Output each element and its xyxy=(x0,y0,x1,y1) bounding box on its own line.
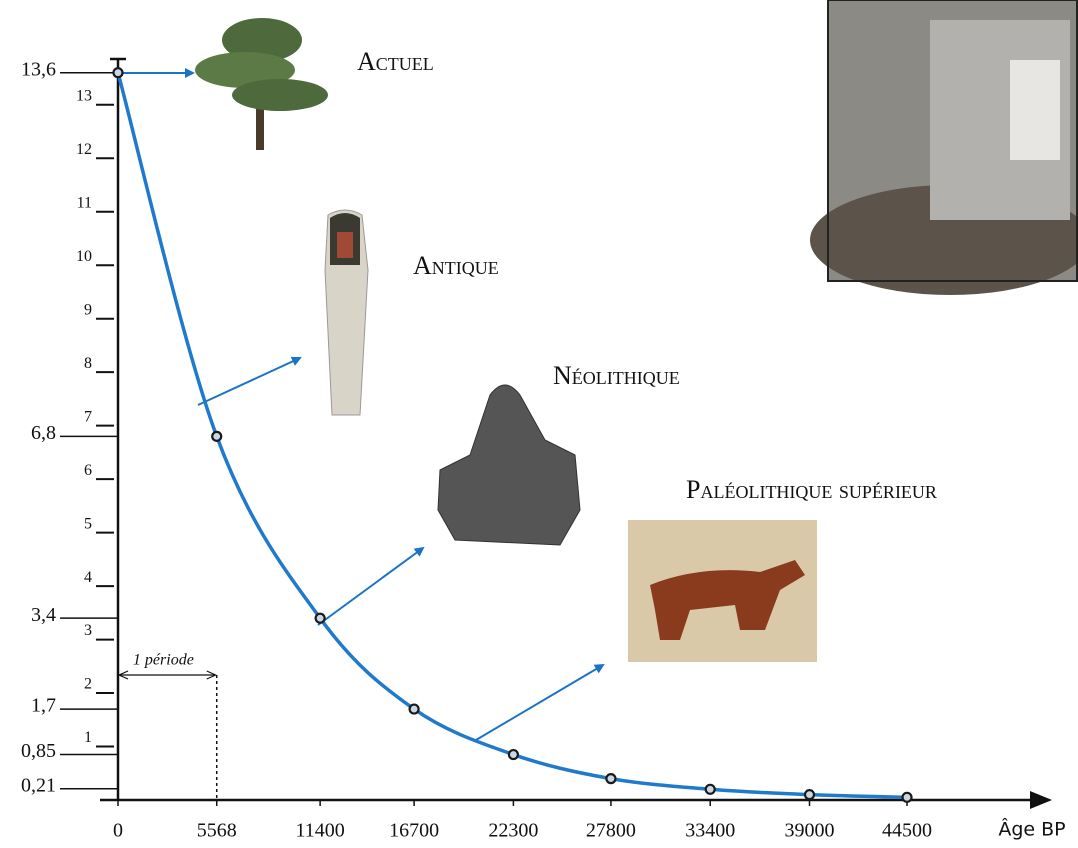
x-axis-arrow xyxy=(1030,791,1052,809)
x-tick-label: 39000 xyxy=(785,820,835,842)
era-label: Paléolithique supérieur xyxy=(686,475,937,504)
x-tick-label: 5568 xyxy=(197,820,237,842)
data-point xyxy=(903,793,912,802)
y-tick-label: 3 xyxy=(84,622,92,639)
data-point xyxy=(212,432,221,441)
y-tick-label: 8 xyxy=(84,355,92,372)
x-tick-label: 27800 xyxy=(586,820,636,842)
x-tick-label: 33400 xyxy=(685,820,735,842)
x-tick-label: 22300 xyxy=(488,820,538,842)
y-tick-label: 6 xyxy=(84,462,92,479)
y-tick-label: 5 xyxy=(84,515,92,532)
era-label: Néolithique xyxy=(553,361,680,390)
y-major-tick-label: 0,21 xyxy=(21,774,56,796)
y-tick-label: 13 xyxy=(76,87,92,104)
x-tick-label: 0 xyxy=(113,820,123,842)
y-major-tick-label: 3,4 xyxy=(31,604,56,626)
data-point xyxy=(805,790,814,799)
data-point xyxy=(606,774,615,783)
data-point xyxy=(114,68,123,77)
x-tick-label: 11400 xyxy=(295,820,344,842)
y-major-tick-label: 0,85 xyxy=(21,740,56,762)
y-tick-label: 7 xyxy=(84,408,92,425)
figurine-image xyxy=(438,385,580,545)
y-tick-label: 11 xyxy=(77,194,92,211)
y-major-tick-label: 1,7 xyxy=(31,695,56,717)
y-major-tick-label: 13,6 xyxy=(21,58,56,80)
sarcophagus-image xyxy=(325,210,368,415)
data-point xyxy=(509,750,518,759)
y-tick-label: 12 xyxy=(76,141,92,158)
cave-painting-image xyxy=(628,520,817,662)
y-tick-label: 1 xyxy=(84,729,92,746)
chart: Âge BP1234567891011121313,66,83,41,70,85… xyxy=(0,0,1078,848)
y-tick-label: 2 xyxy=(84,676,92,693)
era-label: Antique xyxy=(413,251,499,280)
pointer-arrows xyxy=(122,73,603,740)
period-label: 1 période xyxy=(133,652,194,669)
data-point xyxy=(410,705,419,714)
data-point xyxy=(316,614,325,623)
x-tick-label: 44500 xyxy=(882,820,932,842)
x-axis-label: Âge BP xyxy=(998,818,1065,841)
y-tick-label: 9 xyxy=(84,301,92,318)
y-major-tick-label: 6,8 xyxy=(31,422,56,444)
tree-image xyxy=(195,18,328,150)
era-label: Actuel xyxy=(357,47,434,76)
y-tick-label: 4 xyxy=(84,569,92,586)
data-point xyxy=(706,785,715,794)
photo-image xyxy=(810,0,1078,295)
y-tick-label: 10 xyxy=(76,248,92,265)
x-tick-label: 16700 xyxy=(389,820,439,842)
